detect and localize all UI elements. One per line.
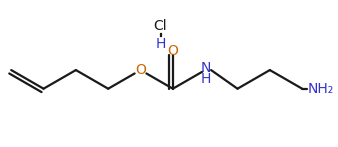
Text: Cl: Cl xyxy=(154,19,167,33)
Text: NH₂: NH₂ xyxy=(308,82,334,96)
Text: O: O xyxy=(167,44,178,58)
Text: H: H xyxy=(155,37,166,51)
Text: H: H xyxy=(201,72,211,86)
Text: N: N xyxy=(201,61,211,75)
Text: O: O xyxy=(135,63,146,77)
